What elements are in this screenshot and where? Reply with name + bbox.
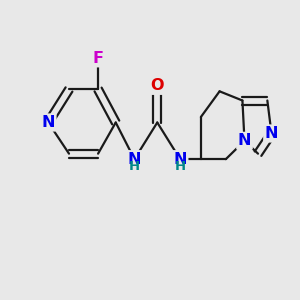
Text: O: O	[151, 78, 164, 93]
Text: H: H	[129, 160, 140, 173]
Text: N: N	[265, 126, 278, 141]
Text: H: H	[175, 160, 186, 173]
Text: N: N	[41, 115, 55, 130]
Text: N: N	[173, 152, 187, 167]
Text: N: N	[238, 133, 251, 148]
Text: F: F	[93, 51, 104, 66]
Text: N: N	[128, 152, 141, 167]
